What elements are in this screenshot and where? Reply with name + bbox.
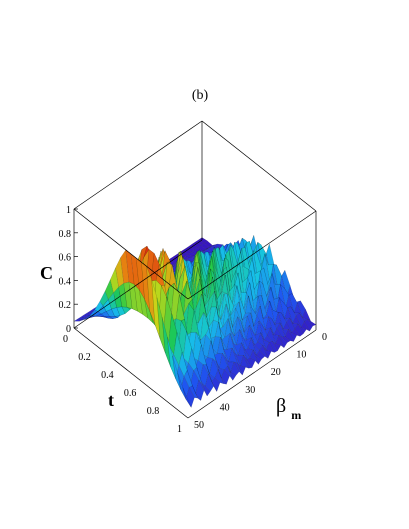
z-axis-ticks: 0 0.2 0.4 0.6 0.8 1 [59, 205, 78, 335]
t-tick-label: 0.4 [101, 370, 114, 381]
surface-cell [275, 334, 285, 349]
beta-subscript: m [291, 408, 301, 422]
box-edge [187, 329, 317, 419]
surface-cell [214, 368, 224, 384]
surface-mesh [73, 234, 317, 408]
t-tick-label: 0.8 [147, 406, 160, 417]
surface-cell [285, 328, 294, 342]
t-tick-label: 0.6 [124, 388, 137, 399]
beta-tick-label: 50 [194, 420, 204, 431]
z-tick-label: 0.8 [59, 229, 72, 240]
beta-symbol: β [276, 395, 286, 417]
z-tick-label: 0.2 [59, 300, 72, 311]
surface-cell [230, 361, 240, 376]
box-edge [73, 327, 189, 419]
box-edge [201, 120, 317, 212]
beta-tick-label: 20 [271, 367, 281, 378]
surface-cell [182, 387, 192, 408]
t-axis-ticks: 0 0.2 0.4 0.6 0.8 1 [63, 334, 182, 435]
z-tick-label: 0.4 [59, 276, 72, 287]
box-edge [73, 120, 203, 210]
panel-label: (b) [192, 88, 209, 103]
t-tick-label: 0 [63, 334, 68, 345]
beta-tick-label: 30 [245, 385, 255, 396]
z-axis-label: C [40, 263, 53, 283]
surface-cell [291, 328, 301, 337]
z-tick-label: 0.6 [59, 253, 72, 264]
box-edge [73, 239, 203, 329]
beta-tick-label: 40 [220, 402, 230, 413]
box-edge [73, 208, 189, 300]
surface-cell [256, 349, 266, 360]
t-tick-label: 1 [177, 424, 182, 435]
box-edge [187, 210, 317, 300]
beta-axis-label: β m [276, 395, 301, 422]
surface-cell [288, 329, 298, 342]
beta-tick-label: 10 [296, 350, 306, 361]
z-tick-label: 0 [66, 324, 71, 335]
bounding-box [73, 120, 317, 419]
t-tick-label: 0.2 [78, 352, 91, 363]
z-tick-label: 1 [66, 205, 71, 216]
t-axis-label: t [108, 390, 114, 410]
beta-tick-label: 0 [322, 332, 327, 343]
beta-axis-ticks: 0 10 20 30 40 50 [194, 332, 327, 431]
